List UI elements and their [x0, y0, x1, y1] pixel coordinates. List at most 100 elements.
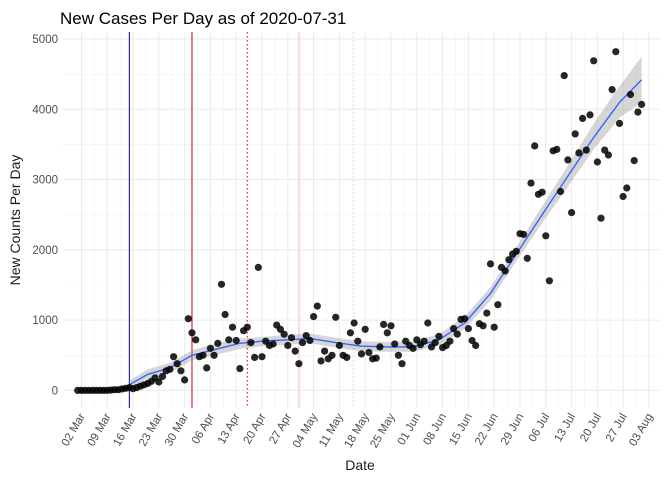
data-point [284, 341, 292, 350]
x-tick-label: 06 Jul [527, 412, 553, 445]
x-tick-label: 13 Apr [216, 411, 243, 446]
data-point [173, 360, 181, 368]
y-axis-title: New Counts Per Day [7, 155, 23, 286]
data-point [626, 90, 635, 99]
data-point [387, 322, 395, 330]
data-point [361, 325, 369, 333]
x-tick-label: 20 Jul [578, 412, 604, 445]
data-point [346, 329, 354, 337]
reference-lines [128, 32, 355, 408]
data-point [254, 263, 262, 271]
y-tick-label: 4000 [32, 104, 58, 116]
data-point [468, 336, 476, 345]
data-point [221, 310, 229, 319]
data-points [74, 48, 646, 394]
data-point [615, 119, 624, 127]
data-point [181, 376, 189, 384]
data-point [531, 142, 539, 150]
data-point [354, 337, 362, 345]
data-point [612, 48, 620, 56]
confidence-ribbon [129, 56, 642, 389]
x-tick-label: 25 May [368, 411, 397, 450]
x-tick-label: 22 Jun [473, 412, 501, 448]
data-point [269, 340, 277, 348]
data-point [376, 343, 384, 351]
data-point [214, 339, 222, 347]
data-point [170, 353, 178, 361]
data-point [328, 351, 336, 359]
data-point [232, 336, 240, 345]
data-point [564, 156, 572, 164]
data-point [520, 230, 528, 238]
data-point [317, 357, 325, 365]
data-point [601, 146, 609, 154]
data-point [184, 315, 192, 323]
data-point [450, 325, 458, 333]
data-point [295, 360, 303, 368]
data-point [582, 146, 590, 154]
data-point [464, 325, 472, 333]
data-point [413, 336, 421, 344]
data-point [409, 344, 417, 352]
data-point [192, 336, 200, 344]
data-point [590, 57, 598, 65]
x-tick-label: 20 Apr [242, 411, 269, 446]
data-point [398, 360, 406, 368]
data-point [586, 111, 594, 119]
data-point [210, 351, 218, 359]
data-point [523, 254, 531, 262]
data-point [394, 351, 402, 359]
data-point [251, 353, 259, 361]
data-point [335, 341, 343, 350]
data-point [630, 157, 638, 165]
data-point [177, 367, 185, 375]
data-point [306, 336, 314, 345]
data-point [380, 320, 388, 328]
data-point [619, 192, 627, 201]
data-point [332, 313, 340, 321]
data-point [545, 277, 554, 285]
data-point [291, 347, 299, 355]
data-point [365, 348, 373, 357]
x-tick-label: 27 Apr [267, 411, 294, 446]
data-point [634, 108, 642, 116]
x-tick-label: 16 Mar [111, 411, 139, 448]
data-point [608, 86, 616, 94]
data-point [542, 232, 550, 240]
data-point [512, 247, 520, 255]
data-point [623, 184, 631, 192]
data-point [604, 151, 613, 159]
chart-title: New Cases Per Day as of 2020-07-31 [60, 9, 346, 28]
data-point [472, 341, 480, 350]
data-point [420, 337, 428, 345]
data-point [228, 323, 237, 331]
x-tick-label: 08 Jun [422, 412, 450, 448]
data-point [372, 354, 380, 362]
x-tick-label: 01 Jun [396, 412, 424, 448]
x-tick-label: 29 Jun [499, 412, 527, 448]
data-point [158, 372, 167, 380]
ribbon-band [129, 56, 642, 389]
data-point [391, 340, 399, 348]
x-tick-label: 23 Mar [137, 411, 165, 448]
data-point [155, 378, 163, 386]
data-point [431, 339, 439, 347]
data-point [298, 339, 307, 347]
data-point [560, 72, 568, 80]
data-point [383, 329, 391, 337]
data-point [199, 351, 207, 359]
y-tick-label: 2000 [32, 245, 58, 257]
data-point [357, 350, 366, 358]
data-point [494, 301, 502, 309]
x-tick-label: 06 Apr [190, 411, 217, 446]
data-point [276, 325, 284, 333]
data-point [343, 353, 351, 361]
data-point [568, 209, 576, 217]
data-point [225, 336, 233, 344]
data-point [258, 353, 266, 361]
data-point [247, 339, 255, 347]
data-point [461, 315, 469, 323]
data-point [280, 330, 288, 338]
data-point [350, 319, 358, 327]
data-point [453, 330, 461, 338]
